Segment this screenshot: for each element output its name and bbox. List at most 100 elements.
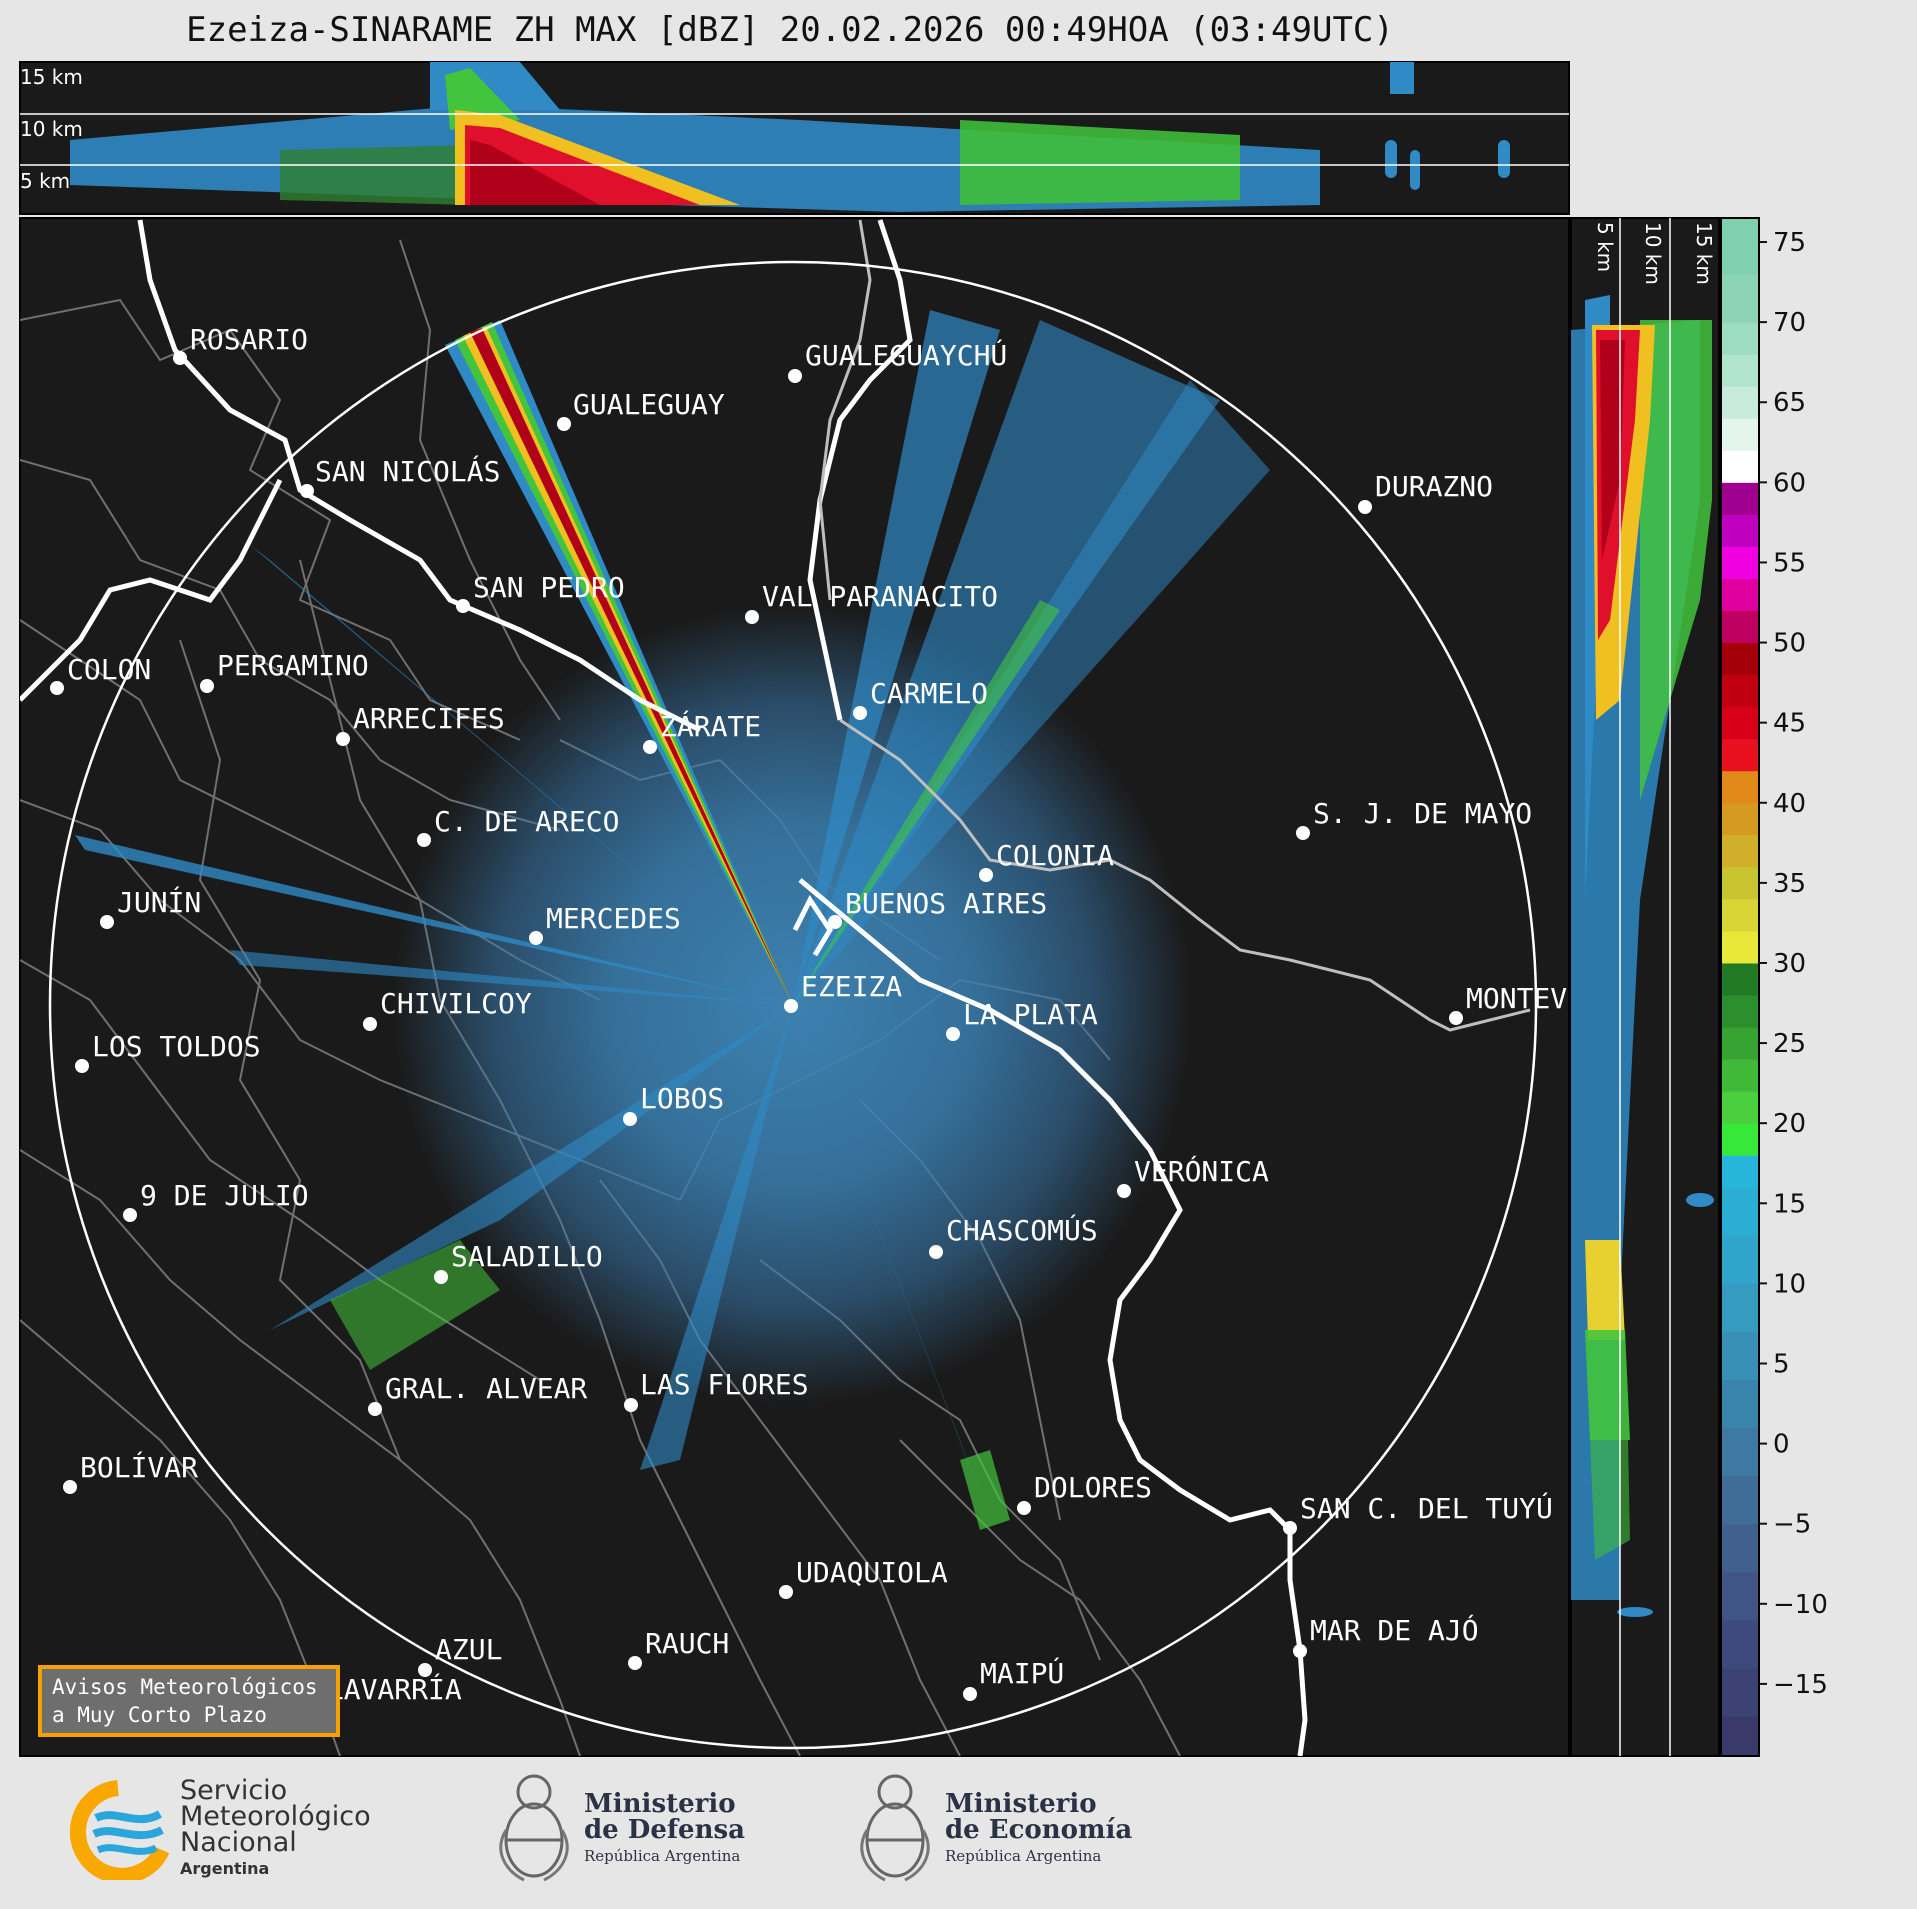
- city-dot: [779, 1585, 793, 1599]
- city-dot: [1293, 1644, 1307, 1658]
- colorbar-tick-label: 20: [1773, 1109, 1806, 1139]
- city-label-val-paranacito: VAL PARANACITO: [762, 580, 998, 613]
- city-dot: [1358, 500, 1372, 514]
- top-height-label-10: 10 km: [20, 117, 83, 141]
- colorbar-tick-label: 15: [1773, 1189, 1806, 1219]
- colorbar-band: [1721, 1715, 1759, 1757]
- colorbar-band: [1721, 1523, 1759, 1573]
- city-label-veronica: VERÓNICA: [1134, 1154, 1269, 1188]
- city-dot: [173, 351, 187, 365]
- colorbar-band: [1721, 418, 1759, 451]
- colorbar-band: [1721, 770, 1759, 804]
- city-dot: [200, 679, 214, 693]
- city-label-udaquiola: UDAQUIOLA: [796, 1556, 948, 1589]
- city-dot: [434, 1270, 448, 1284]
- city-label-colon: COLON: [67, 653, 151, 686]
- city-dot: [624, 1398, 638, 1412]
- city-label-colonia: COLONIA: [996, 839, 1114, 872]
- city-label-mar-de-ajo: MAR DE AJÓ: [1310, 1613, 1479, 1647]
- city-dot: [1117, 1184, 1131, 1198]
- city-label-chascomus: CHASCOMÚS: [946, 1213, 1098, 1247]
- colorbar-band: [1721, 218, 1759, 275]
- city-label-las-flores: LAS FLORES: [640, 1368, 809, 1401]
- colorbar-band: [1721, 482, 1759, 515]
- colorbar-band: [1721, 386, 1759, 419]
- side-height-label-15: 15 km: [1692, 222, 1716, 285]
- colorbar-band: [1721, 834, 1759, 868]
- side-cross-section: 5 km 10 km 15 km: [1570, 217, 1720, 1757]
- city-label-san-clemente-del-tuyu: SAN C. DEL TUYÚ: [1300, 1491, 1553, 1525]
- defensa-line2: de Defensa: [584, 1815, 745, 1845]
- colorbar-band: [1721, 1123, 1759, 1156]
- economia-logo: Ministerio de Economía República Argenti…: [855, 1770, 1132, 1890]
- city-dot: [63, 1480, 77, 1494]
- reflectivity-echoes: [75, 310, 1270, 1530]
- city-label-saladillo: SALADILLO: [451, 1240, 603, 1273]
- city-label-bolivar: BOLÍVAR: [80, 1450, 198, 1484]
- city-label-junin: JUNÍN: [117, 885, 201, 919]
- city-dot: [946, 1027, 960, 1041]
- city-label-la-plata: LA PLATA: [963, 998, 1098, 1031]
- economia-line2: de Economía: [945, 1815, 1133, 1845]
- city-label-capitan-sarmiento-areco: C. DE ARECO: [434, 805, 619, 838]
- colorbar-band: [1721, 1027, 1759, 1060]
- city-dot: [529, 931, 543, 945]
- smn-line2: Meteorológico: [180, 1801, 371, 1832]
- colorbar-band: [1721, 642, 1759, 676]
- colorbar-tick-label: 60: [1773, 468, 1806, 498]
- city-dot: [336, 732, 350, 746]
- avisos-button[interactable]: Avisos Meteorológicos a Muy Corto Plazo: [38, 1665, 340, 1737]
- city-labels: ROSARIO GUALEGUAYCHÚ GUALEGUAY SAN NICOL…: [67, 323, 1567, 1706]
- colorbar-band: [1721, 1475, 1759, 1525]
- argentina-coat-of-arms-icon: [499, 1774, 569, 1882]
- city-label-pergamino: PERGAMINO: [217, 649, 369, 682]
- colorbar-band: [1721, 706, 1759, 740]
- avisos-line2: a Muy Corto Plazo: [52, 1703, 267, 1727]
- colorbar-band: [1721, 322, 1759, 355]
- colorbar-band: [1721, 450, 1759, 483]
- city-label-los-toldos: LOS TOLDOS: [92, 1030, 261, 1063]
- top-cross-section: 15 km 10 km 5 km: [19, 61, 1570, 215]
- coastline: [20, 219, 1308, 1756]
- side-height-label-5: 5 km: [1593, 222, 1617, 272]
- colorbar-band: [1721, 514, 1759, 547]
- smn-line3: Nacional: [180, 1827, 297, 1858]
- colorbar-tick-label: 55: [1773, 548, 1806, 578]
- city-dot: [979, 868, 993, 882]
- city-label-mercedes: MERCEDES: [546, 902, 681, 935]
- economia-line1: Ministerio: [945, 1789, 1097, 1819]
- colorbar-band: [1721, 1427, 1759, 1477]
- colorbar-band: [1721, 995, 1759, 1028]
- city-dot: [784, 999, 798, 1013]
- colorbar-band: [1721, 898, 1759, 932]
- colorbar-band: [1721, 1667, 1759, 1717]
- city-label-carmelo: CARMELO: [870, 677, 988, 710]
- colorbar-tick-label: 5: [1773, 1349, 1790, 1379]
- top-height-label-5: 5 km: [20, 169, 70, 193]
- colorbar-band: [1721, 866, 1759, 900]
- colorbar-band: [1721, 802, 1759, 836]
- colorbar-band: [1721, 930, 1759, 964]
- city-label-san-pedro: SAN PEDRO: [473, 571, 625, 604]
- city-dot: [1449, 1011, 1463, 1025]
- colorbar-band: [1721, 1187, 1759, 1236]
- top-height-label-15: 15 km: [20, 65, 83, 89]
- colorbar-band: [1721, 1331, 1759, 1381]
- colorbar-band: [1721, 578, 1759, 612]
- city-dot: [363, 1017, 377, 1031]
- defensa-line1: Ministerio: [584, 1789, 736, 1819]
- colorbar-band: [1721, 1155, 1759, 1188]
- city-label-maipu: MAIPÚ: [980, 1656, 1064, 1690]
- city-dot: [557, 417, 571, 431]
- city-label-montevideo: MONTEV: [1466, 982, 1567, 1015]
- city-dot: [963, 1687, 977, 1701]
- smn-line4: Argentina: [180, 1859, 270, 1878]
- city-dot: [1283, 1521, 1297, 1535]
- avisos-line1: Avisos Meteorológicos: [52, 1675, 318, 1699]
- colorbar-band: [1721, 546, 1759, 579]
- colorbar-tick-label: 10: [1773, 1269, 1806, 1299]
- city-label-rosario: ROSARIO: [190, 323, 308, 356]
- colorbar-band: [1721, 1091, 1759, 1124]
